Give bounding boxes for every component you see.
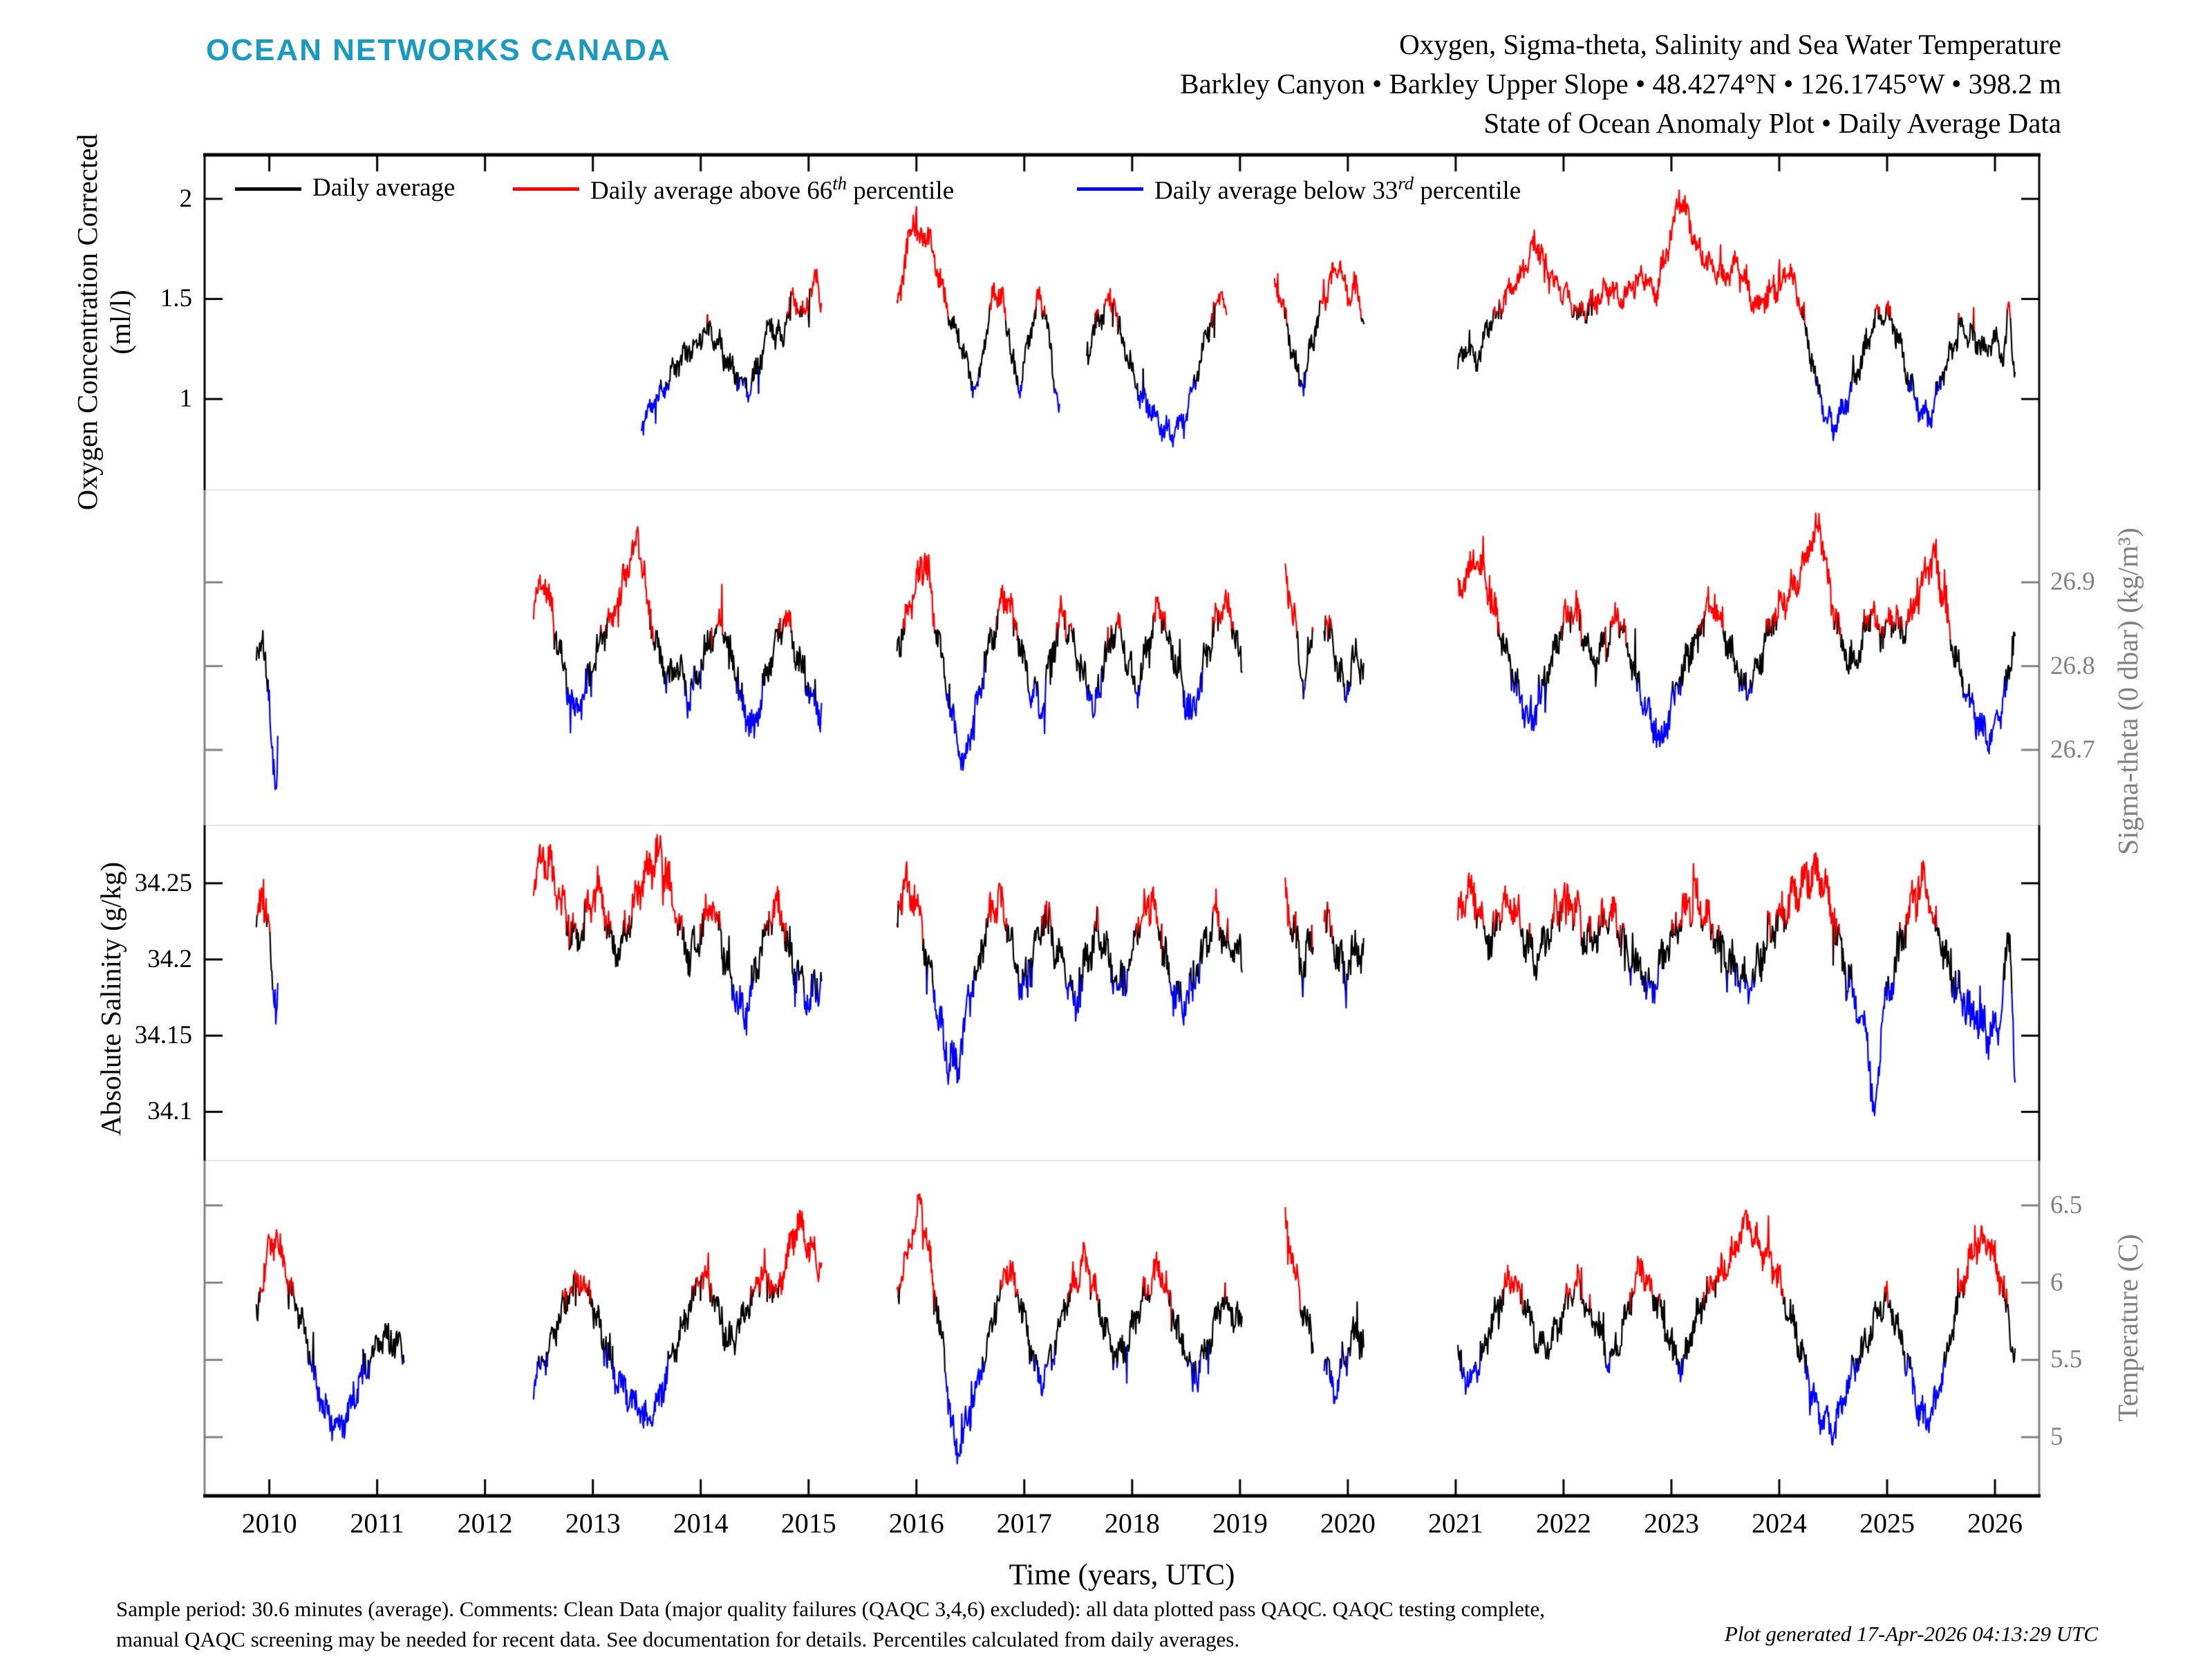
legend-above-text: Daily average above 66 <box>590 176 833 205</box>
legend-below-sup: rd <box>1398 173 1414 194</box>
ocean-networks-canada-logo: OCEAN NETWORKS CANADA <box>206 33 671 67</box>
salinity-tick-label: 34.2 <box>147 945 192 973</box>
legend-above-sup: th <box>832 173 847 194</box>
x-tick-label: 2013 <box>565 1508 621 1539</box>
temperature-tick-label: 6.5 <box>2050 1190 2083 1219</box>
plot-title-block: Oxygen, Sigma-theta, Salinity and Sea Wa… <box>1180 25 2061 143</box>
legend-label-below-33rd: Daily average below 33rd percentile <box>1154 173 1521 205</box>
oxygen-tick-label: 1 <box>179 384 193 413</box>
title-line-location: Barkley Canyon • Barkley Upper Slope • 4… <box>1180 68 2061 100</box>
footer-comments-line1: Sample period: 30.6 minutes (average). C… <box>116 1597 1546 1621</box>
x-tick-label: 2020 <box>1320 1508 1376 1539</box>
sigma-theta-tick-label: 26.9 <box>2050 568 2095 597</box>
salinity-tick-label: 34.15 <box>134 1021 192 1050</box>
salinity-tick-label: 34.1 <box>147 1097 192 1126</box>
legend-swatch-above-66th <box>513 187 579 191</box>
title-line-plot-type: State of Ocean Anomaly Plot • Daily Aver… <box>1483 107 2061 139</box>
sigma-theta-tick-label: 26.8 <box>2050 651 2095 680</box>
x-tick-label: 2015 <box>780 1508 836 1539</box>
x-tick-label: 2012 <box>457 1508 513 1539</box>
plot-generated-timestamp: Plot generated 17-Apr-2026 04:13:29 UTC <box>1724 1622 2098 1646</box>
salinity-tick-label: 34.25 <box>134 868 192 897</box>
x-tick-label: 2024 <box>1751 1508 1807 1539</box>
temperature-tick-label: 5.5 <box>2050 1345 2083 1374</box>
x-tick-label: 2023 <box>1643 1508 1699 1539</box>
salinity-axis-label: Absolute Salinity (g/kg) <box>95 861 126 1136</box>
x-tick-label: 2011 <box>350 1508 404 1539</box>
x-tick-label: 2014 <box>673 1508 729 1539</box>
legend-swatch-below-33rd <box>1077 187 1143 191</box>
x-tick-label: 2016 <box>888 1508 944 1539</box>
x-tick-label: 2010 <box>241 1508 297 1539</box>
temperature-tick-label: 5 <box>2050 1423 2063 1452</box>
legend-below-text: Daily average below 33 <box>1154 176 1398 205</box>
x-tick-label: 2021 <box>1427 1508 1483 1539</box>
sigma-theta-axis-label: Sigma-theta (0 dbar) (kg/m³) <box>2112 527 2144 855</box>
legend-label-daily-average: Daily average <box>312 174 456 202</box>
x-tick-label: 2019 <box>1212 1508 1268 1539</box>
title-line-variables: Oxygen, Sigma-theta, Salinity and Sea Wa… <box>1399 28 2061 60</box>
legend-above-post: percentile <box>847 176 955 205</box>
x-tick-label: 2026 <box>1967 1508 2023 1539</box>
x-tick-label: 2017 <box>996 1508 1052 1539</box>
oxygen-tick-label: 2 <box>179 184 193 213</box>
x-tick-label: 2018 <box>1104 1508 1160 1539</box>
oxygen-tick-label: 1.5 <box>160 284 192 313</box>
legend-swatch-daily-average <box>235 187 301 191</box>
footer-comments-line2: manual QAQC screening may be needed for … <box>116 1627 1240 1651</box>
temperature-tick-label: 6 <box>2050 1268 2063 1297</box>
legend-label-above-66th: Daily average above 66th percentile <box>590 173 954 205</box>
x-tick-label: 2025 <box>1859 1508 1915 1539</box>
time-axis-label: Time (years, UTC) <box>1009 1559 1235 1591</box>
temperature-axis-label: Temperature (C) <box>2112 1234 2144 1422</box>
legend-below-post: percentile <box>1414 176 1521 205</box>
x-tick-label: 2022 <box>1535 1508 1591 1539</box>
sigma-theta-tick-label: 26.7 <box>2050 735 2095 764</box>
